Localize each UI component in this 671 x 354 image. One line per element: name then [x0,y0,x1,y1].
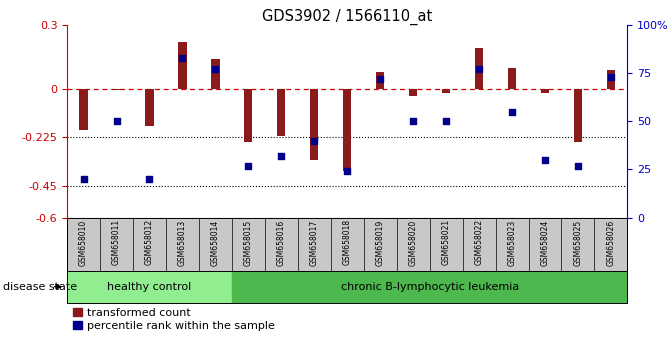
Bar [541,89,549,93]
Bar [607,70,615,89]
Bar [277,89,285,136]
Point [539,157,550,163]
Title: GDS3902 / 1566110_at: GDS3902 / 1566110_at [262,8,432,25]
Point [243,163,254,169]
Point [79,176,89,182]
Bar [146,89,154,126]
Bar [113,89,121,90]
Bar [376,72,384,89]
Text: GSM658020: GSM658020 [409,219,417,266]
Text: GSM658021: GSM658021 [442,219,451,266]
Text: GSM658016: GSM658016 [277,219,286,266]
Legend: transformed count, percentile rank within the sample: transformed count, percentile rank withi… [72,308,275,331]
Bar [574,89,582,142]
Text: GSM658010: GSM658010 [79,219,88,266]
Bar [232,271,627,303]
Text: GSM658023: GSM658023 [507,219,517,266]
Bar [409,89,417,96]
Point [408,118,419,124]
Bar [244,89,252,142]
Text: GSM658018: GSM658018 [343,219,352,266]
Text: GSM658022: GSM658022 [474,219,484,266]
Point [474,66,484,72]
Text: healthy control: healthy control [107,282,192,292]
Text: GSM658017: GSM658017 [310,219,319,266]
Point [309,138,319,143]
Bar [508,68,516,89]
Text: GSM658026: GSM658026 [607,219,615,266]
Point [210,66,221,72]
Point [507,109,517,114]
Point [342,169,353,174]
Text: GSM658014: GSM658014 [211,219,220,266]
Point [572,163,583,169]
Bar [79,89,88,130]
Point [111,118,122,124]
Text: GSM658015: GSM658015 [244,219,253,266]
Point [605,74,616,80]
Point [375,76,386,82]
Bar [475,48,483,89]
Text: GSM658013: GSM658013 [178,219,187,266]
Text: disease state: disease state [3,282,77,292]
Text: GSM658025: GSM658025 [574,219,582,266]
Text: GSM658019: GSM658019 [376,219,384,266]
Point [441,118,452,124]
Point [276,153,287,159]
Bar [67,271,232,303]
Text: GSM658011: GSM658011 [112,219,121,266]
Bar [178,42,187,89]
Bar [442,89,450,93]
Bar [343,89,352,171]
Text: chronic B-lymphocytic leukemia: chronic B-lymphocytic leukemia [340,282,519,292]
Text: GSM658024: GSM658024 [540,219,550,266]
Point [144,176,155,182]
Point [177,55,188,61]
Text: GSM658012: GSM658012 [145,219,154,266]
Bar [310,89,319,160]
Bar [211,59,219,89]
